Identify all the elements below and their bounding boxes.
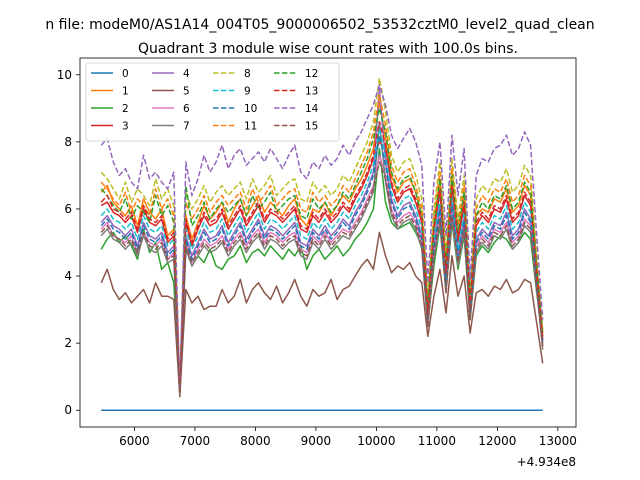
legend-label-6: 6 (183, 103, 190, 115)
y-tick-label: 10 (57, 68, 72, 82)
legend-label-2: 2 (122, 103, 129, 115)
x-tick-label: 7000 (180, 434, 211, 448)
y-axis: 0 2 4 6 8 10 (57, 68, 80, 417)
legend-label-3: 3 (122, 121, 129, 133)
legend-label-4: 4 (183, 68, 190, 80)
chart-suptitle: n file: modeM0/AS1A14_004T05_9000006502_… (45, 17, 594, 33)
x-tick-label: 11000 (418, 434, 456, 448)
series-layer (100, 77, 544, 411)
series-line-15 (100, 161, 544, 395)
x-offset-label: +4.934e8 (517, 455, 576, 469)
series-line-14 (100, 84, 544, 391)
chart-title: Quadrant 3 module wise count rates with … (138, 41, 518, 57)
series-line-6 (100, 154, 544, 391)
x-tick-label: 8000 (240, 434, 271, 448)
x-tick-label: 13000 (539, 434, 577, 448)
legend-label-9: 9 (244, 86, 251, 98)
y-tick-label: 2 (64, 336, 72, 350)
legend-label-1: 1 (122, 86, 129, 98)
legend-label-15: 15 (305, 121, 318, 133)
x-tick-label: 9000 (301, 434, 332, 448)
legend-label-8: 8 (244, 68, 251, 80)
legend-label-11: 11 (244, 121, 257, 133)
legend-frame (85, 62, 340, 142)
x-tick-label: 6000 (119, 434, 150, 448)
x-tick-label: 12000 (478, 434, 516, 448)
legend-label-0: 0 (122, 68, 129, 80)
plot-area-frame (79, 57, 577, 428)
y-tick-label: 0 (64, 403, 72, 417)
legend-label-7: 7 (183, 121, 190, 133)
series-line-13 (100, 120, 544, 391)
y-tick-label: 8 (64, 135, 72, 149)
legend-label-10: 10 (244, 103, 257, 115)
series-line-5 (100, 231, 544, 398)
series-line-2 (100, 147, 544, 395)
legend-label-12: 12 (305, 68, 318, 80)
x-axis: 6000 7000 8000 9000 10000 11000 12000 13000 (119, 427, 577, 448)
y-tick-label: 4 (64, 269, 72, 283)
y-tick-label: 6 (64, 202, 72, 216)
x-tick-label: 10000 (357, 434, 395, 448)
legend-label-14: 14 (305, 103, 319, 115)
legend-label-13: 13 (305, 86, 318, 98)
legend-label-5: 5 (183, 86, 190, 98)
